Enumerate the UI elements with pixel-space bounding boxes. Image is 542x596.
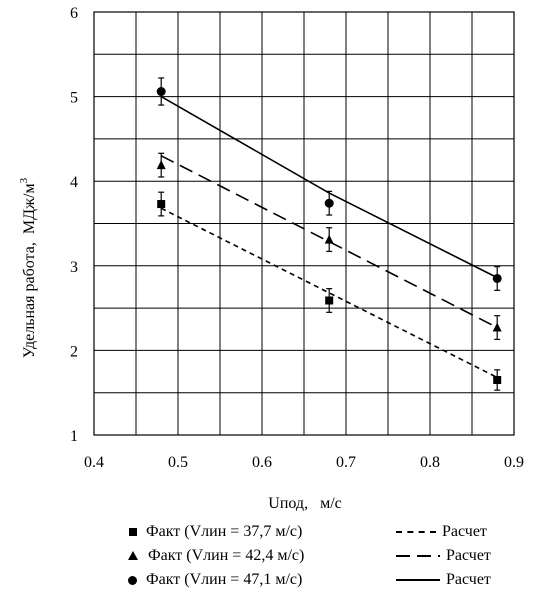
y-axis-label: Удельная работа, МДж/м3 [18,177,38,358]
data-point-circle [156,87,166,97]
data-points [156,87,502,385]
y-axis-label-superscript: 3 [18,177,30,183]
y-tick-labels: 1 2 3 4 5 6 [70,5,78,445]
data-point-square [325,296,334,305]
data-point-triangle [492,322,502,332]
x-tick-label: 0.6 [252,454,272,471]
x-tick-label: 0.5 [168,454,188,471]
y-tick-label: 2 [70,343,78,360]
y-tick-label: 4 [70,174,78,191]
plot-frame [93,11,515,436]
x-tick-label: 0.4 [84,454,104,471]
data-point-triangle [324,234,334,244]
x-tick-label: 0.8 [420,454,440,471]
x-tick-label: 0.7 [336,454,356,471]
data-point-triangle [156,160,166,170]
data-point-circle [492,273,502,283]
x-tick-labels: 0.4 0.5 0.6 0.7 0.8 0.9 [84,454,524,471]
y-tick-label: 1 [70,428,78,445]
x-axis-label: Uпод, м/с [268,495,341,512]
x-tick-label: 0.9 [504,454,524,471]
y-tick-label: 3 [70,259,78,276]
data-point-circle [324,198,334,208]
grid [93,11,515,436]
data-point-square [157,200,166,209]
error-bars [158,77,501,391]
y-tick-label: 5 [70,90,78,107]
y-tick-label: 6 [70,5,78,22]
data-point-square [493,376,502,385]
